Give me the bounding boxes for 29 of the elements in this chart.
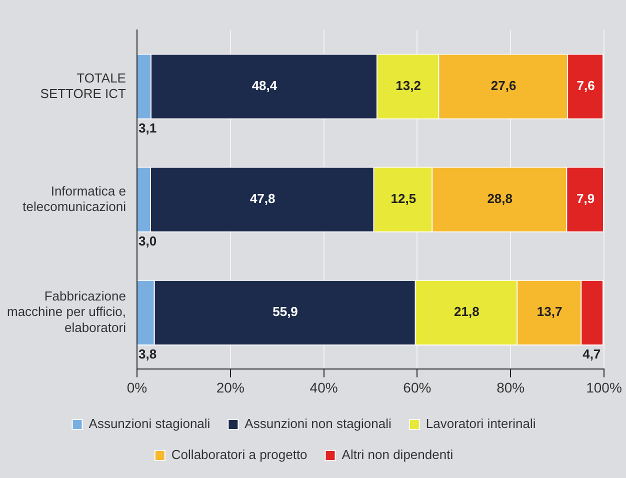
x-tick-label: 40% — [310, 379, 338, 396]
data-label: 47,8 — [250, 191, 276, 206]
y-tick-label: TOTALE SETTORE ICT — [40, 70, 126, 101]
x-tick-label: 80% — [496, 379, 525, 396]
data-label: 3,0 — [138, 233, 157, 248]
data-label: 3,1 — [138, 120, 157, 136]
data-label: 27,6 — [490, 78, 516, 94]
y-tick-label: Fabbricazione macchine per ufficio, elaboratori — [6, 288, 126, 335]
data-label: 7,9 — [576, 191, 595, 206]
data-label: 12,5 — [390, 191, 416, 206]
data-label: 3,8 — [138, 346, 157, 362]
x-tick-label: 60% — [403, 379, 432, 396]
data-label: 4,7 — [582, 346, 601, 362]
x-tick-label: 100% — [586, 379, 622, 396]
data-label: 48,4 — [252, 78, 278, 94]
legend-label: Lavoratori interinali — [426, 416, 536, 432]
x-tick-label: 20% — [216, 379, 244, 396]
data-label: 28,8 — [487, 191, 513, 206]
legend-label: Collaboratori a progetto — [171, 447, 308, 462]
data-label: 13,7 — [536, 304, 562, 320]
data-label: 55,9 — [272, 304, 298, 320]
data-label: 21,8 — [454, 304, 480, 320]
data-label: 13,2 — [396, 78, 421, 94]
legend-label: Assunzioni non stagionali — [244, 416, 392, 432]
x-tick-label: 0% — [126, 379, 148, 396]
legend-label: Assunzioni stagionali — [88, 416, 210, 432]
data-label: 7,6 — [576, 78, 595, 94]
y-tick-label: Informatica e telecomunicazioni — [22, 183, 126, 214]
legend-label: Altri non dipendenti — [342, 447, 454, 462]
